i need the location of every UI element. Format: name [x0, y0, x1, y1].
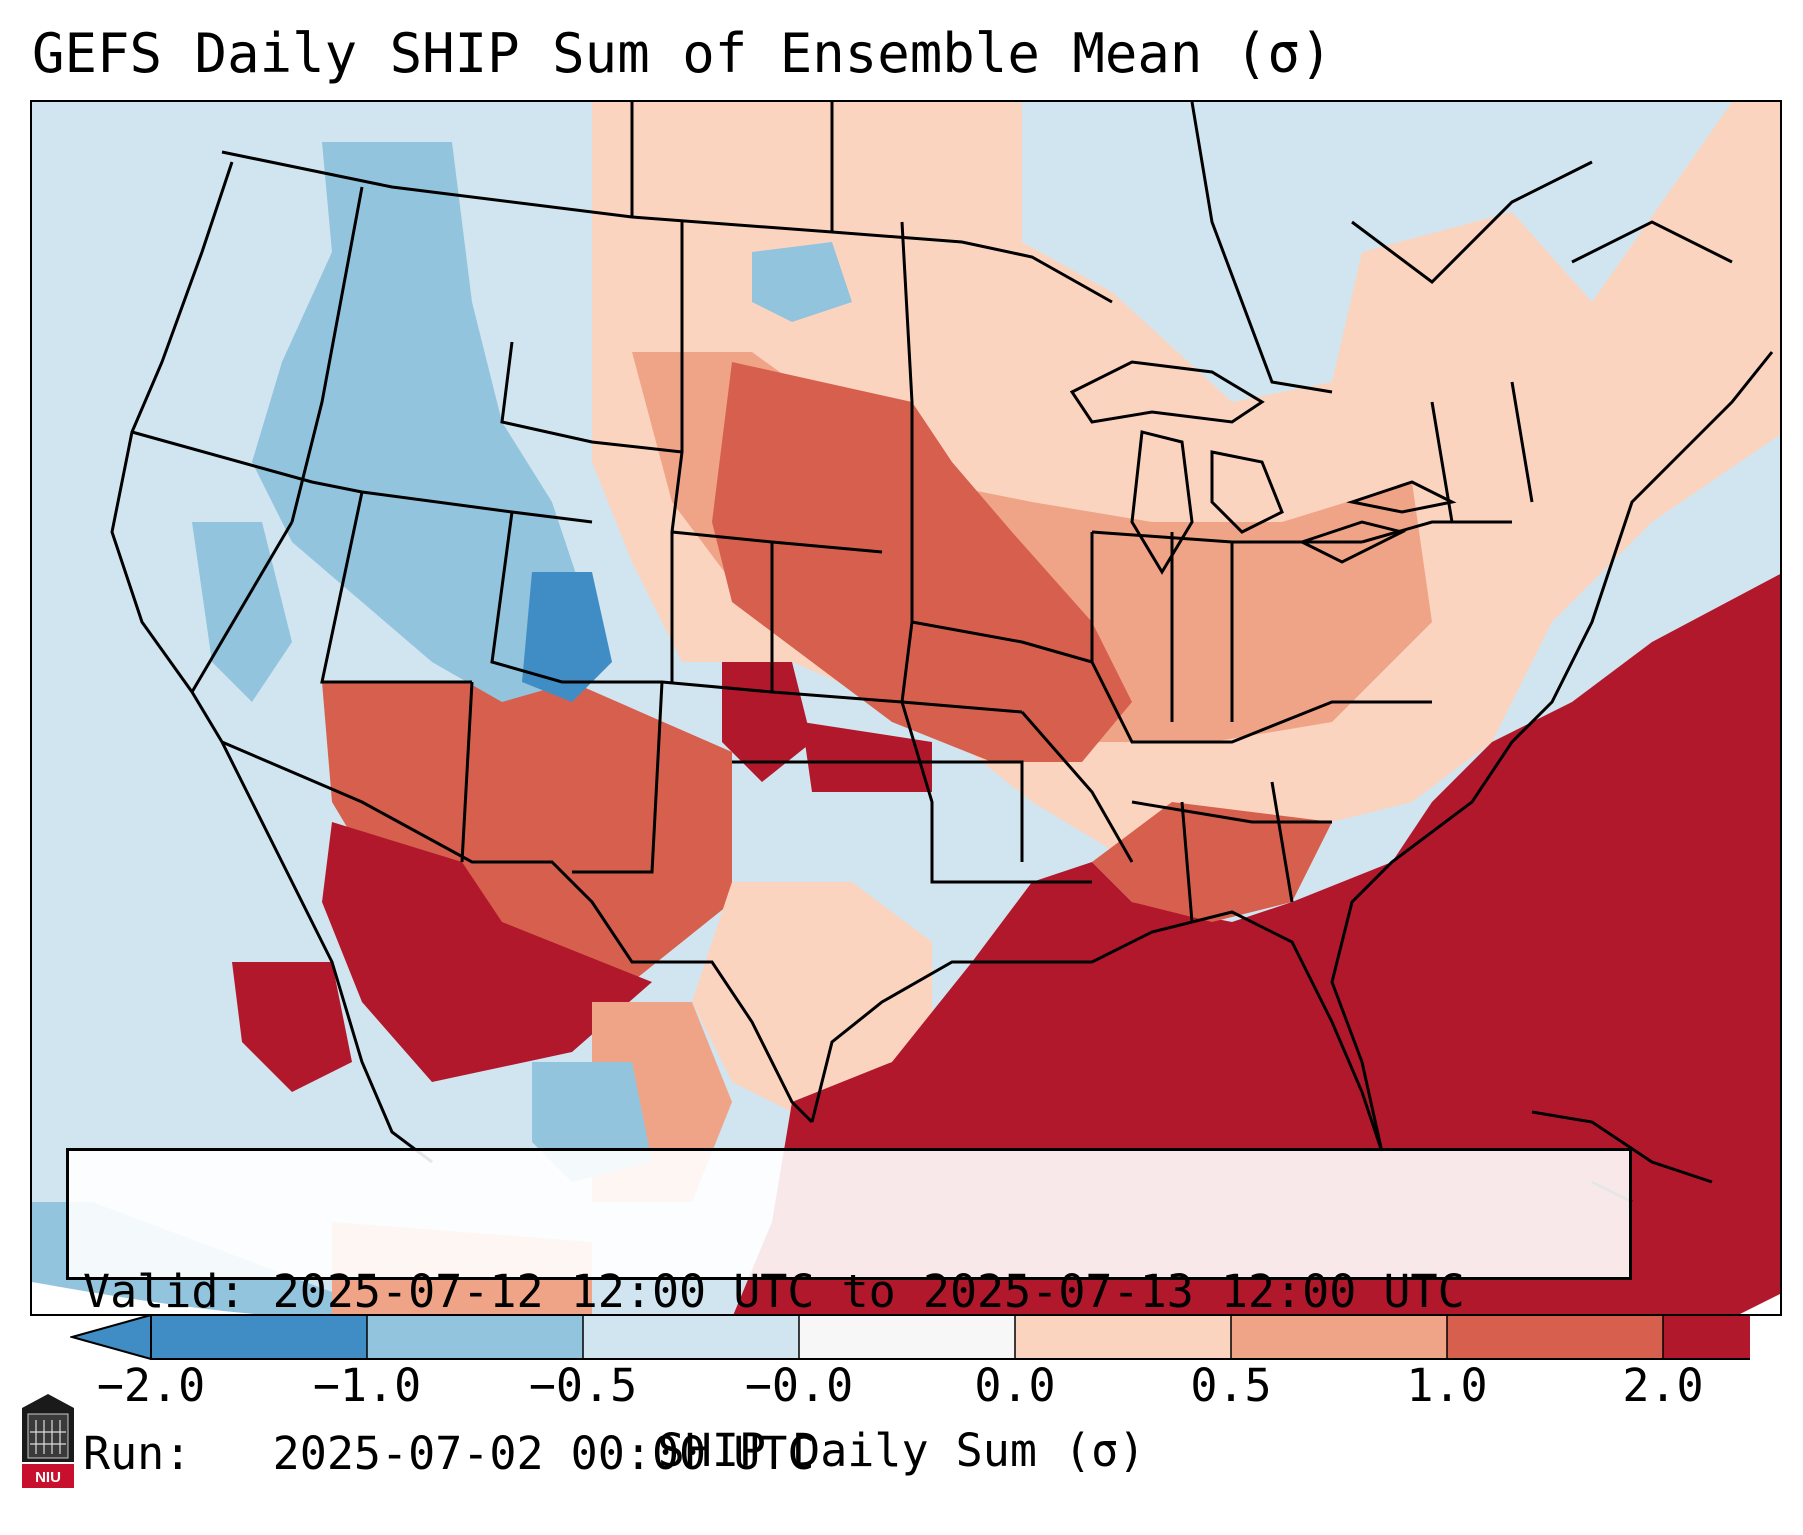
- run-time-text: Run: 2025-07-02 00:00 UTC: [83, 1427, 815, 1480]
- colorbar-tick-label: 0.0: [974, 1359, 1056, 1412]
- colorbar-segment: [151, 1315, 367, 1359]
- colorbar: [70, 1314, 1750, 1360]
- colorbar-segment: [367, 1315, 583, 1359]
- borders: [110, 102, 1774, 1204]
- colorbar-label: SHIP Daily Sum (σ): [657, 1424, 1146, 1477]
- colorbar-segment: [799, 1315, 1015, 1359]
- map-panel: [30, 100, 1782, 1316]
- colorbar-tick-label: 0.5: [1190, 1359, 1272, 1412]
- valid-time-text: Valid: 2025-07-12 12:00 UTC to 2025-07-1…: [83, 1265, 1465, 1318]
- colorbar-tick-label: −0.0: [744, 1359, 854, 1412]
- map-svg: [32, 102, 1780, 1314]
- chart-title: GEFS Daily SHIP Sum of Ensemble Mean (σ): [32, 22, 1333, 85]
- colorbar-tick-label: −1.0: [312, 1359, 422, 1412]
- colorbar-extend-low: [70, 1314, 152, 1360]
- colorbar-segment: [1447, 1315, 1663, 1359]
- valid-run-info-box: Valid: 2025-07-12 12:00 UTC to 2025-07-1…: [66, 1148, 1632, 1480]
- logo-text: NIU: [35, 1469, 61, 1486]
- colorbar-tick-label: −0.5: [528, 1359, 638, 1412]
- colorbar-tick-label: 2.0: [1622, 1359, 1704, 1412]
- colorbar-tick-label: −2.0: [96, 1359, 206, 1412]
- colorbar-segment: [1231, 1315, 1447, 1359]
- colorbar-segment: [1663, 1315, 1750, 1359]
- colorbar-segment: [583, 1315, 799, 1359]
- niu-logo-icon: NIU: [22, 1394, 74, 1488]
- colorbar-tick-label: 1.0: [1406, 1359, 1488, 1412]
- colorbar-segment: [1015, 1315, 1231, 1359]
